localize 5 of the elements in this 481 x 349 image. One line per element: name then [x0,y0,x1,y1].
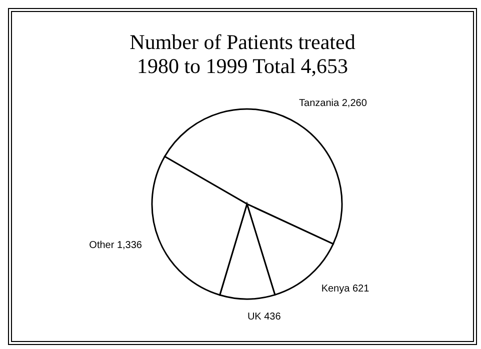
chart-title: Number of Patients treated 1980 to 1999 Total 4,653 [128,30,356,78]
slice-label: Other 1,336 [89,240,142,252]
slice-label: Tanzania 2,260 [299,98,368,110]
slice-label: Kenya 621 [321,284,370,295]
slice-label: UK 436 [247,312,282,322]
